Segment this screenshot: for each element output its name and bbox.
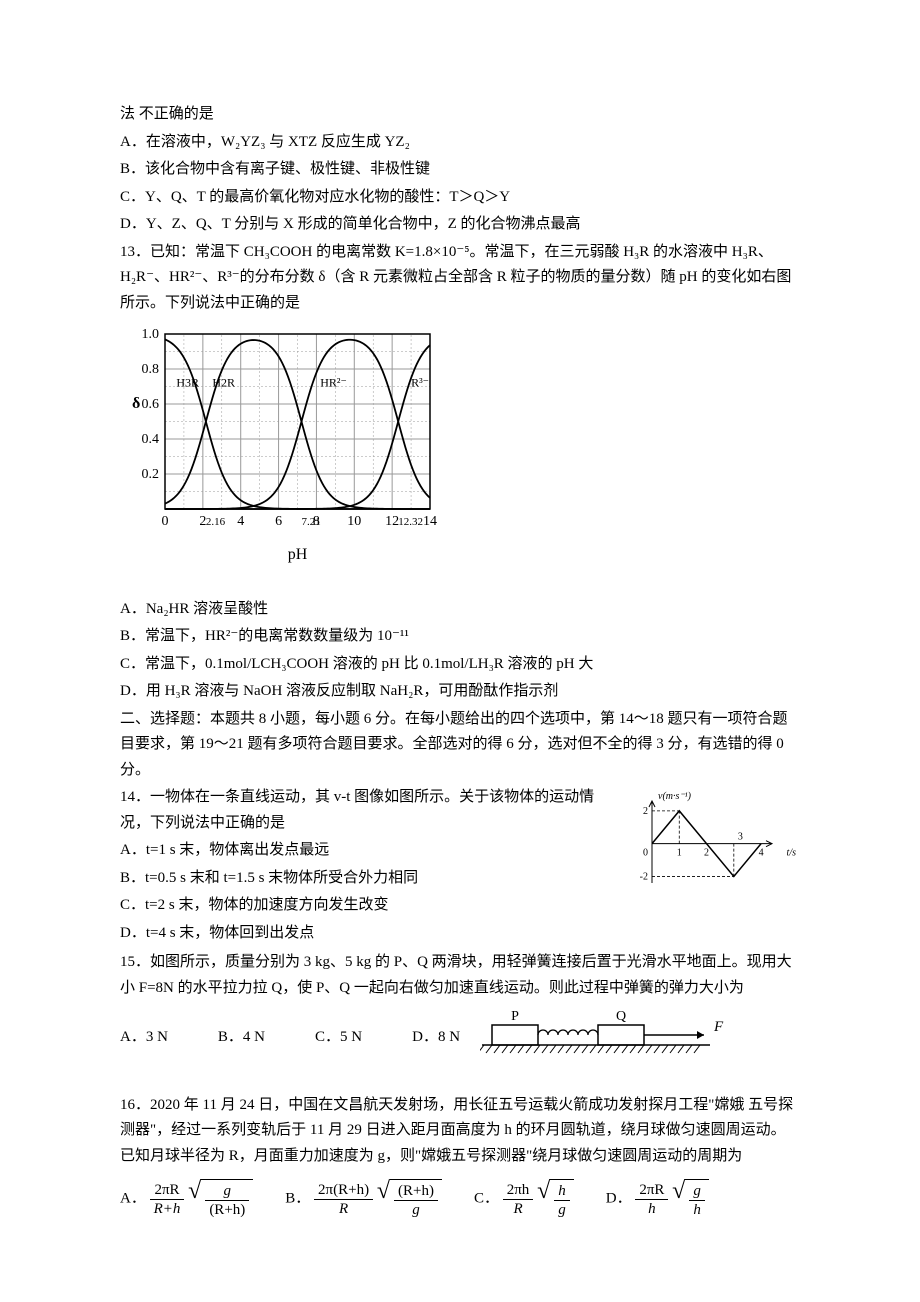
q14-chart: 1 2 4 3 -2 2 v(m·s⁻¹) t/s 0 <box>630 785 800 905</box>
q12-option-a: A．在溶液中，W₂YZ₃ 与 XTZ 反应生成 YZ₂ <box>120 130 800 156</box>
q13-option-b: B．常温下，HR²⁻的电离常数数量级为 10⁻¹¹ <box>120 624 800 650</box>
svg-text:0.4: 0.4 <box>142 432 160 447</box>
svg-text:0.8: 0.8 <box>142 362 160 377</box>
q12-option-c: C．Y、Q、T 的最高价氧化物对应水化物的酸性：T＞Q＞Y <box>120 185 800 211</box>
q15-diagram: PQF <box>480 1003 740 1073</box>
q13-chart: 0.20.40.60.81.0024681012142.167.2112.32δ… <box>120 324 800 589</box>
q16-option-a: A． 2πRR+h √g(R+h) <box>120 1179 253 1219</box>
q14-block: 1243-22v(m·s⁻¹)t/s0 14．一物体在一条直线运动，其 v-t … <box>120 785 800 948</box>
q15-option-c: C．5 N <box>315 1025 362 1051</box>
svg-text:6: 6 <box>275 514 282 529</box>
q12-option-b: B．该化合物中含有离子键、极性键、非极性键 <box>120 157 800 183</box>
svg-text:HR²⁻: HR²⁻ <box>320 376 347 390</box>
svg-text:pH: pH <box>288 546 308 563</box>
svg-text:δ: δ <box>132 395 140 412</box>
q12-stem-cont: 法 不正确的是 <box>120 102 800 128</box>
q15-option-b: B．4 N <box>218 1025 265 1051</box>
q15-option-d: D．8 N <box>412 1025 460 1051</box>
svg-text:H2R: H2R <box>212 376 235 390</box>
svg-text:2: 2 <box>704 848 709 859</box>
svg-text:R³⁻: R³⁻ <box>411 376 429 390</box>
svg-text:F: F <box>713 1019 724 1035</box>
q16-option-d: D． 2πRh √gh <box>606 1179 709 1219</box>
q13-option-d: D．用 H₃R 溶液与 NaOH 溶液反应制取 NaH₂R，可用酚酞作指示剂 <box>120 679 800 705</box>
q16-options-row: A． 2πRR+h √g(R+h) B． 2π(R+h)R √(R+h)g C．… <box>120 1179 800 1219</box>
q16-option-c: C． 2πhR √hg <box>474 1179 574 1219</box>
svg-text:4: 4 <box>759 848 764 859</box>
svg-text:t/s: t/s <box>787 848 797 859</box>
q15-options-row: A．3 N B．4 N C．5 N D．8 N <box>120 1025 460 1051</box>
q13-stem: 13．已知：常温下 CH₃COOH 的电离常数 K=1.8×10⁻⁵。常温下，在… <box>120 240 800 317</box>
q16-option-b: B． 2π(R+h)R √(R+h)g <box>285 1179 442 1219</box>
svg-text:2: 2 <box>643 806 648 817</box>
svg-text:v(m·s⁻¹): v(m·s⁻¹) <box>658 791 692 802</box>
q12-option-d: D．Y、Z、Q、T 分别与 X 形成的简单化合物中，Z 的化合物沸点最高 <box>120 212 800 238</box>
svg-text:H3R: H3R <box>176 376 199 390</box>
svg-text:Q: Q <box>616 1009 626 1024</box>
svg-text:12: 12 <box>385 514 399 529</box>
svg-text:14: 14 <box>423 514 437 529</box>
svg-text:2.16: 2.16 <box>206 516 226 528</box>
q16-stem: 16．2020 年 11 月 24 日，中国在文昌航天发射场，用长征五号运载火箭… <box>120 1093 800 1170</box>
svg-text:-2: -2 <box>640 871 648 882</box>
svg-text:12.32: 12.32 <box>398 516 423 528</box>
svg-text:0.6: 0.6 <box>142 397 160 412</box>
section2-header: 二、选择题：本题共 8 小题，每小题 6 分。在每小题给出的四个选项中，第 14… <box>120 707 800 784</box>
svg-text:0: 0 <box>643 848 648 859</box>
svg-text:P: P <box>511 1009 519 1024</box>
svg-text:4: 4 <box>237 514 244 529</box>
q14-option-d: D．t=4 s 末，物体回到出发点 <box>120 921 800 947</box>
svg-text:0.2: 0.2 <box>142 467 160 482</box>
svg-text:10: 10 <box>347 514 361 529</box>
svg-text:1.0: 1.0 <box>142 327 160 342</box>
q13-option-a: A．Na₂HR 溶液呈酸性 <box>120 597 800 623</box>
svg-text:3: 3 <box>738 832 743 843</box>
q15-stem: 15．如图所示，质量分别为 3 kg、5 kg 的 P、Q 两滑块，用轻弹簧连接… <box>120 950 800 1001</box>
q15-option-a: A．3 N <box>120 1025 168 1051</box>
svg-text:7.21: 7.21 <box>301 516 320 528</box>
q13-option-c: C．常温下，0.1mol/LCH₃COOH 溶液的 pH 比 0.1mol/LH… <box>120 652 800 678</box>
svg-text:1: 1 <box>677 848 682 859</box>
svg-text:0: 0 <box>162 514 169 529</box>
